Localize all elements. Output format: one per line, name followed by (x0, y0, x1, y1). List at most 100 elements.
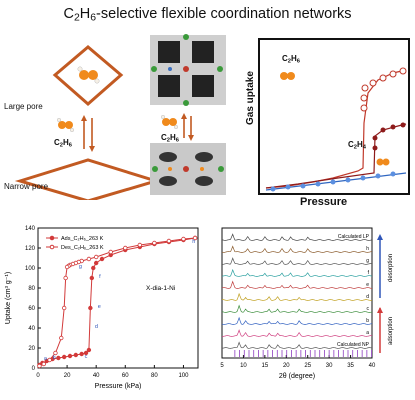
trace-label: b (366, 318, 369, 324)
x-tick-label: 25 (304, 363, 311, 369)
desorption-arrowhead (377, 234, 383, 240)
data-point (41, 361, 47, 367)
c2h6-points (360, 67, 407, 112)
trace-label: Calculated NP (337, 342, 370, 348)
pxrd-trace (222, 257, 373, 265)
trace-label: Calculated LP (338, 234, 370, 240)
data-point (192, 235, 198, 241)
c2h4-curve (265, 123, 407, 189)
ethane-molecule-icon (77, 66, 100, 84)
isotherm-schematic-panel (258, 38, 410, 195)
x-tick-label: 40 (93, 373, 100, 379)
y-tick-label: 60 (28, 306, 35, 312)
pxrd-trace (221, 280, 373, 289)
pxrd-trace (221, 233, 373, 241)
x-axis-label: 2θ (degree) (279, 373, 315, 380)
c2h4-label: C2H4 (348, 140, 366, 151)
data-point (86, 347, 92, 353)
gas-uptake-ylabel: Gas uptake (245, 71, 256, 125)
trace-label: h (366, 246, 369, 252)
x-tick-label: 40 (369, 363, 376, 369)
pxrd-trace (221, 341, 373, 349)
point-label: d (95, 324, 98, 330)
data-point (93, 260, 99, 266)
point-label: e (98, 304, 101, 310)
ethane-molecule-icon (280, 72, 295, 80)
data-point (137, 242, 143, 248)
y-tick-label: 100 (25, 266, 36, 272)
pxrd-trace (221, 316, 373, 325)
series-line (39, 237, 196, 367)
data-point (93, 254, 99, 260)
data-point (61, 354, 67, 360)
pxrd-trace (221, 245, 373, 253)
data-point (37, 363, 42, 369)
y-tick-label: 120 (25, 246, 36, 252)
trace-label: d (366, 294, 369, 300)
series-line (39, 237, 196, 366)
x-tick-label: 15 (262, 363, 269, 369)
x-tick-label: 20 (64, 373, 71, 379)
switch-arrows-left (81, 115, 95, 152)
data-point (47, 357, 52, 363)
data-point (53, 350, 58, 356)
y-axis-label: Uptake (cm³ g⁻¹) (5, 272, 12, 324)
data-point (83, 350, 89, 356)
x-tick-label: 0 (36, 373, 40, 379)
trace-label: e (366, 282, 369, 288)
point-label: b (53, 355, 56, 361)
data-point (166, 238, 172, 244)
gas-label-left: C2H6 (54, 138, 72, 149)
x-tick-label: 60 (122, 373, 129, 379)
plot-frame (37, 227, 199, 369)
data-point (63, 275, 68, 281)
x-tick-label: 20 (283, 363, 290, 369)
blue-points (270, 171, 396, 192)
data-point (59, 335, 64, 341)
legend-label: Des_C₂H₆_263 K (61, 245, 104, 251)
legend-marker (49, 244, 55, 250)
x-tick-label: 10 (240, 363, 247, 369)
point-label: a (44, 356, 48, 362)
y-tick-label: 40 (28, 326, 35, 332)
data-point (123, 245, 128, 251)
x-tick-label: 35 (347, 363, 354, 369)
pxrd-trace (222, 292, 373, 301)
x-tick-label: 5 (220, 363, 224, 369)
y-tick-label: 0 (32, 366, 36, 372)
y-tick-label: 80 (28, 286, 35, 292)
trace-label: a (366, 330, 369, 336)
x-tick-label: 30 (326, 363, 333, 369)
data-point (79, 351, 84, 357)
data-point (64, 264, 70, 270)
pore-schematic (14, 34, 226, 200)
gas-label-center: C2H6 (161, 133, 179, 144)
c2h4-points (372, 122, 406, 151)
ethane-molecule-icon (56, 117, 75, 133)
legend-label: Ads_C₂H₆_263 K (61, 236, 104, 242)
pxrd-trace (221, 268, 373, 277)
data-point (91, 265, 96, 271)
pxrd-chart: 5 10 15 20 25 30 35 40 2θ (degree) Calculated LP h… (220, 227, 394, 380)
ethane-molecule-icon (160, 114, 179, 130)
legend-marker (49, 235, 55, 241)
data-point (181, 236, 186, 242)
narrow-pore-label: Narrow pore (4, 182, 49, 191)
x-axis-label: Pressure (kPa) (95, 383, 142, 390)
c2h6-label: C2H6 (282, 54, 300, 65)
data-point (88, 305, 93, 311)
y-tick-label: 140 (25, 226, 36, 232)
data-point (73, 352, 79, 358)
uptake-isotherm-chart: 0 20 40 60 80 100 0 20 40 60 80 100 120 140 Pressure (… (5, 226, 199, 390)
data-point (89, 275, 95, 281)
pressure-xlabel: Pressure (300, 196, 348, 208)
trace-label: g (366, 258, 369, 264)
data-point (99, 256, 105, 262)
data-point (108, 249, 113, 255)
trace-label: c (367, 306, 370, 312)
switch-arrows-center (181, 113, 194, 141)
x-tick-label: 80 (151, 373, 158, 379)
y-tick-label: 20 (28, 346, 35, 352)
closed-network-image (150, 143, 226, 195)
trace-label: f (368, 270, 370, 276)
